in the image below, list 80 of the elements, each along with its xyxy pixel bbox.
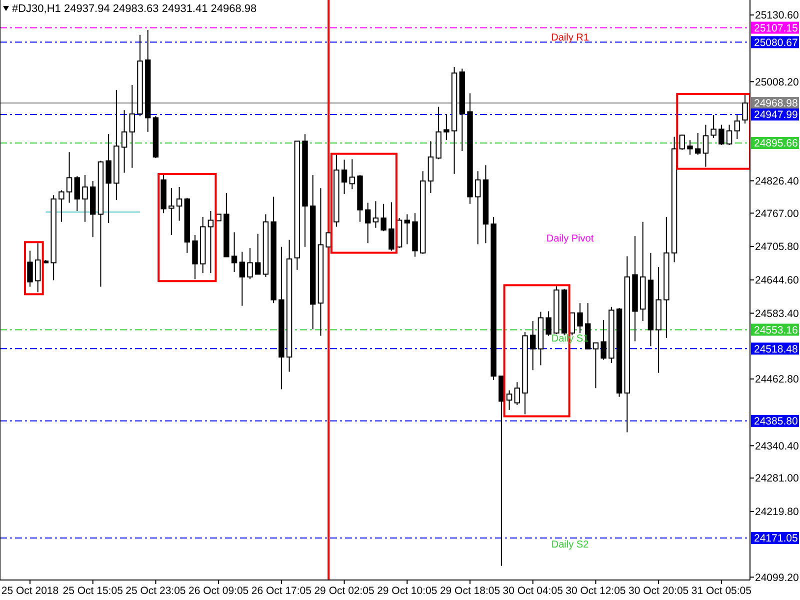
candlestick — [475, 170, 481, 245]
x-tick-label: 29 Oct 18:05 — [440, 585, 500, 597]
candlestick — [372, 200, 379, 228]
candlestick — [718, 124, 724, 146]
candlestick — [388, 202, 394, 252]
candlestick — [428, 140, 434, 194]
x-tick-label: 29 Oct 02:05 — [314, 585, 375, 597]
x-tick-label: 26 Oct 17:05 — [251, 585, 312, 597]
candlestick — [168, 188, 174, 236]
candlestick — [506, 390, 512, 410]
annotation: Daily S2 — [551, 540, 590, 551]
candlestick — [546, 310, 552, 336]
x-tick-label: 29 Oct 10:05 — [377, 585, 438, 597]
x-tick-label: 30 Oct 20:05 — [628, 585, 689, 597]
y-tick-label: 24099.20 — [755, 572, 799, 584]
candlestick — [514, 382, 520, 406]
chart-title: #DJ30,H1 24937.94 24983.63 24931.41 24968.98 — [12, 3, 257, 15]
candlestick — [66, 152, 72, 204]
candlestick — [176, 186, 182, 222]
candlestick — [121, 110, 128, 174]
candlestick — [74, 176, 80, 212]
candlestick — [255, 233, 261, 275]
candlestick — [27, 250, 33, 288]
candlestick — [58, 190, 64, 222]
ref-line-label: 25107.15 — [754, 22, 798, 34]
ref-line-label: 25080.67 — [754, 36, 798, 49]
candlestick — [365, 202, 371, 244]
y-tick-label: 24219.80 — [755, 506, 799, 518]
candlestick — [592, 342, 599, 389]
candlestick — [726, 124, 732, 146]
candlestick — [208, 210, 214, 274]
ref-line-label: 24171.05 — [754, 532, 798, 545]
annotation: Daily Pivot — [546, 233, 594, 244]
candlestick — [600, 319, 606, 360]
x-tick-label: 25 Oct 2018 — [1, 585, 59, 597]
x-tick-label: 25 Oct 15:05 — [62, 585, 124, 597]
y-tick-label: 24826.40 — [755, 175, 799, 188]
candlestick — [192, 234, 198, 280]
ref-line-label: 24968.98 — [754, 98, 798, 110]
candlestick — [380, 203, 386, 232]
ref-line-label: 24385.80 — [754, 416, 798, 428]
candlestick — [106, 134, 112, 224]
y-tick-label: 24583.40 — [755, 308, 799, 320]
candlestick — [530, 320, 536, 371]
candlestick — [679, 134, 685, 150]
y-tick-label: 25008.20 — [755, 76, 799, 88]
ref-line-label: 24947.99 — [754, 109, 798, 122]
candlestick — [702, 124, 709, 168]
candlestick — [695, 132, 701, 156]
x-tick-label: 26 Oct 09:05 — [188, 585, 249, 597]
candlestick — [341, 159, 348, 195]
candlestick — [687, 140, 693, 156]
ref-line-label: 24553.16 — [754, 324, 798, 336]
candlestick — [404, 214, 410, 245]
x-tick-label: 30 Oct 04:05 — [502, 585, 564, 597]
candlestick — [577, 302, 583, 334]
y-tick-label: 24644.60 — [755, 274, 799, 287]
x-tick-label: 30 Oct 12:05 — [566, 585, 626, 597]
candlestick — [247, 248, 253, 280]
candlestick — [349, 158, 355, 190]
candlestick — [35, 242, 41, 293]
y-tick-label: 24462.80 — [755, 374, 799, 386]
y-tick-label: 25130.60 — [755, 10, 799, 22]
x-tick-label: 31 Oct 05:05 — [691, 585, 752, 597]
candlestick — [239, 251, 245, 306]
x-tick-label: 25 Oct 23:05 — [126, 585, 186, 597]
y-tick-label: 24281.00 — [755, 472, 799, 485]
candlestick — [734, 114, 740, 140]
y-tick-label: 24705.80 — [755, 241, 799, 254]
ref-line-label: 24895.66 — [754, 138, 798, 150]
candlestick — [710, 114, 716, 138]
candlestick — [326, 232, 332, 248]
y-tick-label: 24340.40 — [755, 440, 799, 452]
ref-line-label: 24518.48 — [754, 343, 798, 356]
annotation: Daily R1 — [551, 32, 590, 44]
candlestick — [82, 174, 88, 222]
candlestick — [129, 84, 135, 168]
y-tick-label: 24767.00 — [755, 208, 799, 220]
candlestick — [231, 232, 238, 273]
candlestick — [444, 113, 450, 141]
